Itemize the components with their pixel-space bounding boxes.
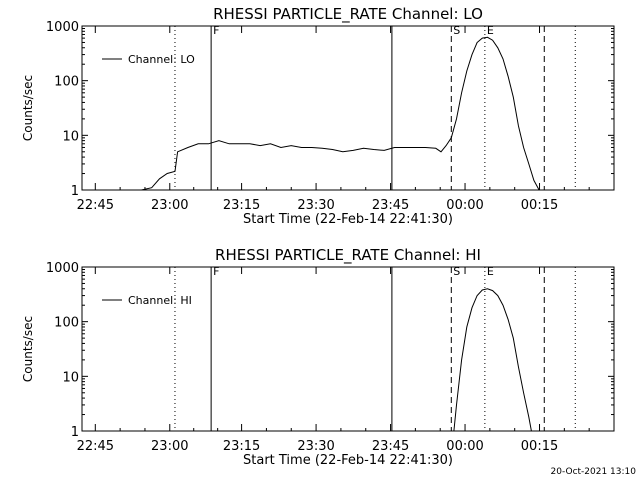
- x-tick-label: 22:45: [77, 439, 114, 454]
- time-marker-label: E: [487, 24, 494, 37]
- time-marker-label: S: [453, 24, 460, 37]
- plot-frame: [81, 266, 615, 432]
- x-tick-label: 23:30: [297, 439, 334, 454]
- x-tick-label: 22:45: [77, 198, 114, 213]
- x-tick-label: 23:30: [297, 198, 334, 213]
- chart-title: RHESSI PARTICLE_RATE Channel: HI: [215, 246, 481, 265]
- y-axis-label: Counts/sec: [21, 316, 35, 382]
- y-tick-label: 1000: [46, 20, 79, 35]
- x-tick-label: 23:15: [223, 439, 260, 454]
- chart-panel-2: RHESSI PARTICLE_RATE Channel: HI 1 10 100 10…: [21, 246, 615, 468]
- x-axis-label: Start Time (22-Feb-14 22:41:30): [243, 453, 453, 468]
- y-tick-label: 10: [62, 129, 79, 144]
- x-tick-label: 23:00: [151, 198, 188, 213]
- plot-frame: [81, 25, 615, 191]
- x-tick-label: 00:15: [521, 198, 558, 213]
- series-line-0: [82, 36, 571, 191]
- x-tick-label: 23:15: [223, 198, 260, 213]
- y-tick-label: 1: [71, 425, 79, 440]
- x-tick-label: 00:00: [446, 198, 483, 213]
- y-tick-label: 10: [62, 370, 79, 385]
- chart-title: RHESSI PARTICLE_RATE Channel: LO: [213, 5, 483, 24]
- y-axis-label: Counts/sec: [21, 75, 35, 141]
- legend-label: Channel: HI: [128, 294, 192, 307]
- y-tick-label: 100: [54, 75, 79, 90]
- time-marker-label: F: [213, 265, 219, 278]
- chart-panel-1: RHESSI PARTICLE_RATE Channel: LO 1 10 100 10…: [21, 5, 615, 227]
- x-tick-label: 23:00: [151, 439, 188, 454]
- time-marker-label: S: [453, 265, 460, 278]
- footer-timestamp: 20-Oct-2021 13:10: [551, 467, 637, 477]
- time-marker-label: E: [487, 265, 494, 278]
- x-tick-label: 00:15: [521, 439, 558, 454]
- time-marker-label: F: [213, 24, 219, 37]
- series-line-1: [453, 288, 532, 432]
- x-tick-label: 00:00: [446, 439, 483, 454]
- x-tick-label: 23:45: [372, 198, 409, 213]
- x-tick-label: 23:45: [372, 439, 409, 454]
- legend-label: Channel: LO: [128, 53, 195, 66]
- y-tick-label: 100: [54, 316, 79, 331]
- x-axis-label: Start Time (22-Feb-14 22:41:30): [243, 212, 453, 227]
- y-tick-label: 1: [71, 184, 79, 199]
- y-tick-label: 1000: [46, 261, 79, 276]
